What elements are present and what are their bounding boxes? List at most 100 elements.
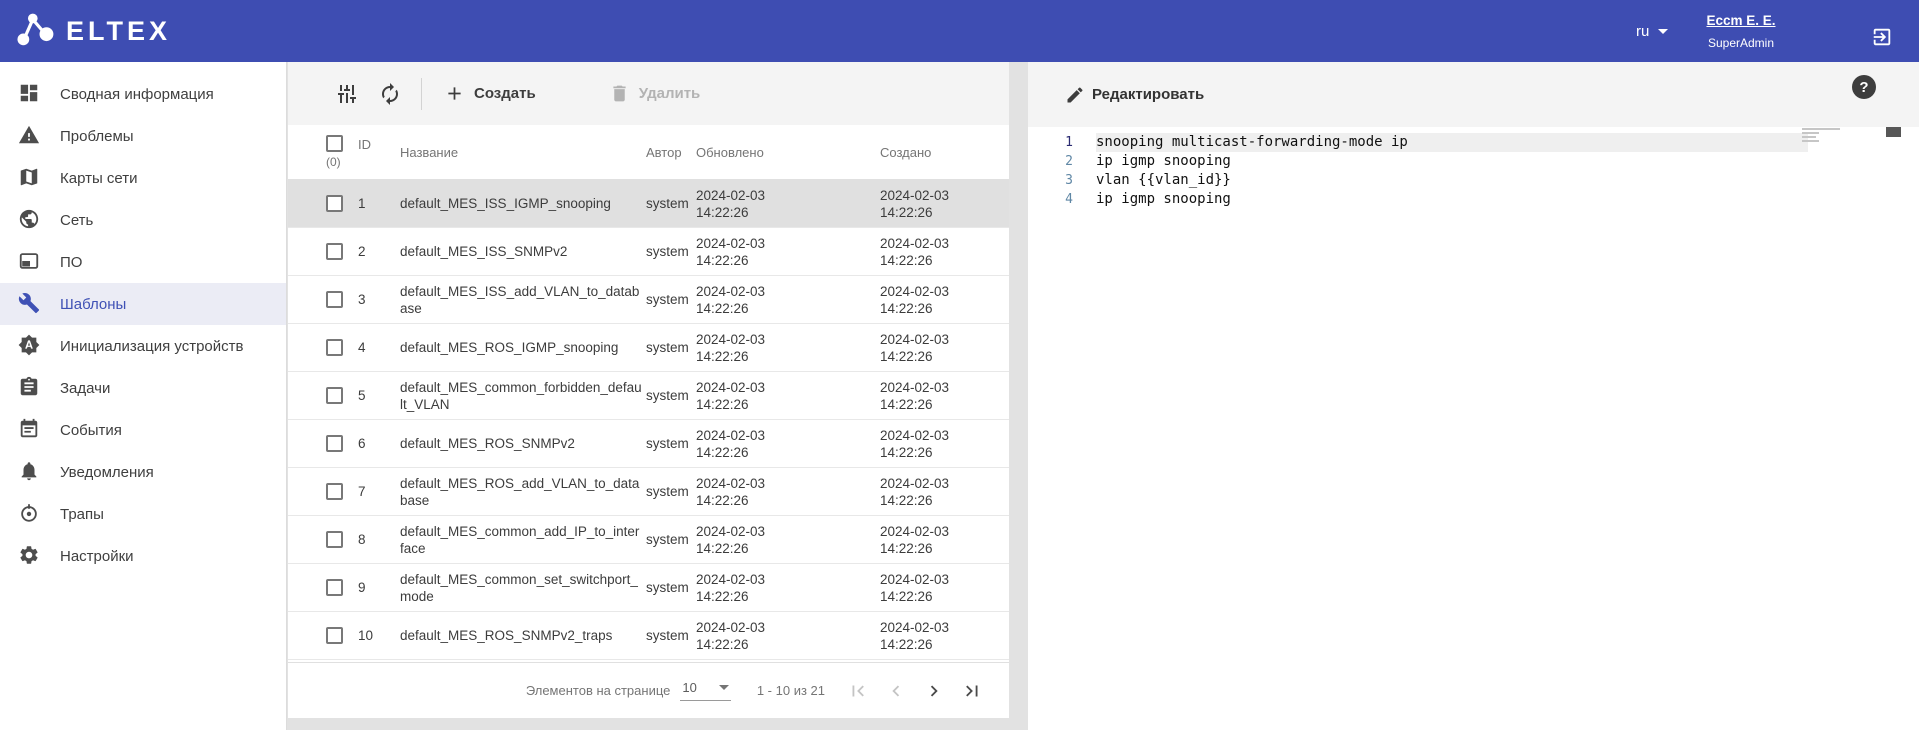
software-icon — [18, 250, 42, 274]
row-created: 2024-02-0314:22:26 — [880, 523, 1009, 557]
row-author: system — [646, 244, 696, 259]
app: ELTEX ru Eccm E. E. SuperAdmin Сводная и… — [0, 0, 1919, 730]
row-checkbox[interactable] — [326, 195, 343, 212]
row-updated: 2024-02-0314:22:26 — [696, 619, 880, 653]
sidebar-item-notifications[interactable]: Уведомления — [0, 451, 286, 493]
sidebar-item-label: События — [60, 422, 122, 439]
dashboard-icon — [18, 82, 42, 106]
edit-button[interactable]: Редактировать — [1065, 85, 1204, 105]
row-checkbox[interactable] — [326, 579, 343, 596]
next-page-button[interactable] — [915, 672, 953, 710]
selected-count-label: (0) — [326, 155, 341, 169]
row-author: system — [646, 292, 696, 307]
row-id: 3 — [356, 292, 398, 307]
row-id: 9 — [356, 580, 398, 595]
previous-page-button[interactable] — [877, 672, 915, 710]
row-checkbox[interactable] — [326, 627, 343, 644]
table-row[interactable]: 3 default_MES_ISS_add_VLAN_to_database s… — [288, 276, 1009, 324]
table-row[interactable]: 6 default_MES_ROS_SNMPv2 system 2024-02-… — [288, 420, 1009, 468]
sidebar-item-software[interactable]: ПО — [0, 241, 286, 283]
brand-name: ELTEX — [66, 16, 171, 47]
sidebar-item-summary[interactable]: Сводная информация — [0, 73, 286, 115]
select-all-checkbox[interactable] — [326, 135, 343, 152]
chevron-down-icon — [719, 685, 729, 690]
delete-button[interactable]: Удалить — [609, 83, 701, 104]
row-checkbox[interactable] — [326, 531, 343, 548]
top-header-bar: ELTEX ru Eccm E. E. SuperAdmin — [0, 0, 1919, 62]
sidebar-item-events[interactable]: События — [0, 409, 286, 451]
row-created: 2024-02-0314:22:26 — [880, 619, 1009, 653]
line-text: ip igmp snooping — [1096, 190, 1231, 209]
sidebar-item-label: Настройки — [60, 548, 134, 565]
filter-icon[interactable] — [335, 82, 359, 106]
row-id: 1 — [356, 196, 398, 211]
pager-controls — [839, 672, 991, 710]
user-name-link[interactable]: Eccm E. E. — [1700, 13, 1782, 28]
create-button-label: Создать — [474, 85, 536, 102]
sidebar-item-label: ПО — [60, 254, 82, 271]
row-author: system — [646, 532, 696, 547]
column-header-name: Название — [398, 144, 646, 161]
row-checkbox[interactable] — [326, 483, 343, 500]
row-checkbox[interactable] — [326, 243, 343, 260]
first-page-button[interactable] — [839, 672, 877, 710]
gear-icon — [18, 544, 42, 568]
sidebar-item-label: Карты сети — [60, 170, 138, 187]
last-page-button[interactable] — [953, 672, 991, 710]
row-checkbox[interactable] — [326, 291, 343, 308]
globe-icon — [18, 208, 42, 232]
row-updated: 2024-02-0314:22:26 — [696, 475, 880, 509]
wrench-icon — [18, 292, 42, 316]
table-row[interactable]: 8 default_MES_common_add_IP_to_interface… — [288, 516, 1009, 564]
row-name: default_MES_ROS_SNMPv2 — [398, 435, 646, 452]
sidebar-item-network[interactable]: Сеть — [0, 199, 286, 241]
row-name: default_MES_ROS_add_VLAN_to_database — [398, 475, 646, 509]
row-name: default_MES_ROS_IGMP_snooping — [398, 339, 646, 356]
row-author: system — [646, 628, 696, 643]
help-icon[interactable]: ? — [1852, 75, 1876, 99]
sidebar-item-device-init[interactable]: Инициализация устройств — [0, 325, 286, 367]
editor-toolbar: Редактировать ? — [1028, 62, 1919, 127]
row-name: default_MES_common_forbidden_default_VLA… — [398, 379, 646, 413]
logout-icon[interactable] — [1871, 26, 1893, 48]
page-size-select[interactable]: 10 — [680, 680, 730, 701]
tasks-icon — [18, 376, 42, 400]
templates-panel: Создать Удалить (0) ID Название Автор Об… — [288, 62, 1009, 718]
row-author: system — [646, 196, 696, 211]
refresh-icon[interactable] — [378, 82, 402, 106]
create-button[interactable]: Создать — [444, 83, 536, 104]
row-updated: 2024-02-0314:22:26 — [696, 283, 880, 317]
line-number: 3 — [1028, 171, 1073, 190]
auto-init-icon — [18, 334, 42, 358]
table-row[interactable]: 5 default_MES_common_forbidden_default_V… — [288, 372, 1009, 420]
table-row[interactable]: 9 default_MES_common_set_switchport_mode… — [288, 564, 1009, 612]
table-row[interactable]: 2 default_MES_ISS_SNMPv2 system 2024-02-… — [288, 228, 1009, 276]
sidebar-item-network-maps[interactable]: Карты сети — [0, 157, 286, 199]
sidebar-item-problems[interactable]: Проблемы — [0, 115, 286, 157]
sidebar-item-tasks[interactable]: Задачи — [0, 367, 286, 409]
row-updated: 2024-02-0314:22:26 — [696, 571, 880, 605]
table-row[interactable]: 4 default_MES_ROS_IGMP_snooping system 2… — [288, 324, 1009, 372]
language-selector[interactable]: ru — [1636, 0, 1668, 62]
table-row[interactable]: 1 default_MES_ISS_IGMP_snooping system 2… — [288, 180, 1009, 228]
sidebar-item-label: Сеть — [60, 212, 93, 229]
row-updated: 2024-02-0314:22:26 — [696, 523, 880, 557]
table-row[interactable]: 10 default_MES_ROS_SNMPv2_traps system 2… — [288, 612, 1009, 660]
row-updated: 2024-02-0314:22:26 — [696, 187, 880, 221]
templates-toolbar: Создать Удалить — [288, 62, 1009, 125]
row-checkbox[interactable] — [326, 387, 343, 404]
row-id: 2 — [356, 244, 398, 259]
language-label: ru — [1636, 23, 1649, 40]
code-editor[interactable]: 1 snooping multicast-forwarding-mode ip … — [1028, 127, 1919, 730]
sidebar-item-label: Задачи — [60, 380, 110, 397]
row-checkbox[interactable] — [326, 339, 343, 356]
scrollbar-thumb[interactable] — [1886, 127, 1901, 137]
row-checkbox[interactable] — [326, 435, 343, 452]
sidebar-item-label: Шаблоны — [60, 296, 126, 313]
table-row[interactable]: 7 default_MES_ROS_add_VLAN_to_database s… — [288, 468, 1009, 516]
sidebar-item-traps[interactable]: Трапы — [0, 493, 286, 535]
row-id: 4 — [356, 340, 398, 355]
sidebar-item-templates[interactable]: Шаблоны — [0, 283, 286, 325]
code-line: 1 snooping multicast-forwarding-mode ip — [1028, 133, 1919, 152]
sidebar-item-settings[interactable]: Настройки — [0, 535, 286, 577]
